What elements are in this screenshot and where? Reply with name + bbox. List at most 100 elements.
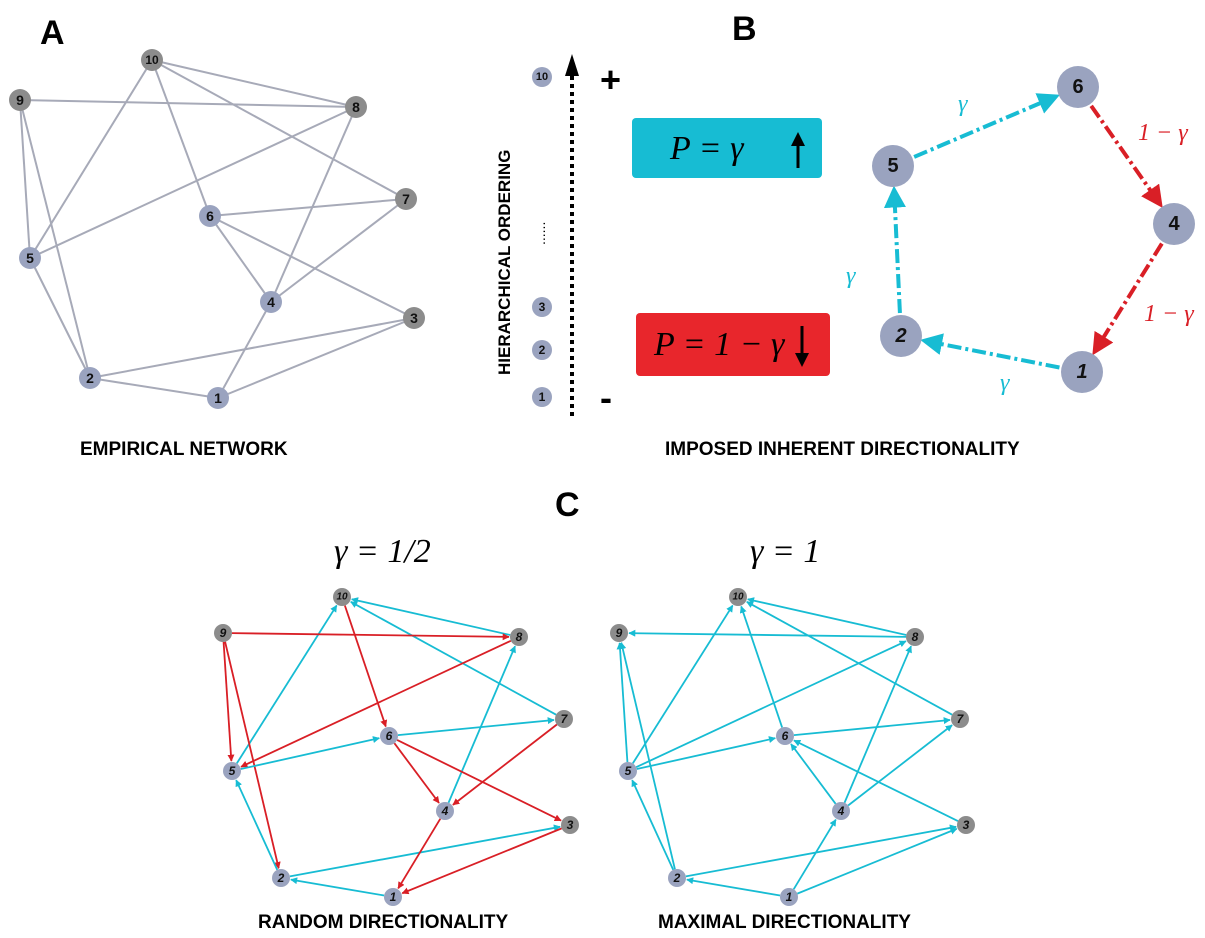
node-7: 7 bbox=[555, 710, 573, 728]
axis-node-10: 10 bbox=[532, 67, 552, 87]
node-label: 4 bbox=[837, 804, 845, 818]
node-label: 6 bbox=[206, 208, 214, 224]
edge-8-5 bbox=[29, 106, 357, 259]
arrow-2-to-5 bbox=[631, 779, 675, 871]
arrow-8-to-9 bbox=[628, 629, 907, 638]
node-label: 5 bbox=[625, 764, 632, 778]
node-10: 10 bbox=[141, 49, 163, 71]
arrow-4-to-1 bbox=[397, 818, 442, 890]
node-label: 8 bbox=[516, 630, 523, 644]
edge-10-6 bbox=[151, 59, 211, 217]
arrow-2-to-3 bbox=[685, 824, 957, 878]
panel-c-right-network: 10 9 8 7 6 5 4 3 2 1 bbox=[610, 588, 975, 906]
edge-1-4 bbox=[217, 301, 272, 399]
arrow-7-to-10 bbox=[746, 601, 953, 716]
cycle-edge-4-1 bbox=[1092, 242, 1164, 356]
edge-10-5 bbox=[29, 59, 153, 259]
cycle-node-label: 2 bbox=[894, 325, 906, 347]
edge-7-6 bbox=[209, 198, 407, 217]
panel-c-right-caption: MAXIMAL DIRECTIONALITY bbox=[658, 912, 911, 933]
node-label: 3 bbox=[410, 310, 418, 326]
panel-b-caption: IMPOSED INHERENT DIRECTIONALITY bbox=[665, 439, 1020, 460]
arrow-8-to-10 bbox=[747, 597, 907, 636]
box-up: P = γ bbox=[632, 118, 822, 178]
cycle-graph: γ 1 − γ 1 − γ γ γ 6 4 1 2 5 bbox=[846, 66, 1195, 396]
cycle-edge-label: γ bbox=[1000, 370, 1010, 396]
node-label: 1 bbox=[214, 390, 222, 406]
node-8: 8 bbox=[906, 628, 924, 646]
arrow-2-to-3 bbox=[289, 824, 561, 878]
arrow-5-to-8 bbox=[635, 640, 907, 769]
panel-c-right-title: γ = 1 bbox=[750, 533, 820, 570]
nodes: 10 9 8 7 6 5 4 3 2 1 bbox=[214, 588, 579, 906]
node-5: 5 bbox=[19, 247, 41, 269]
node-8: 8 bbox=[510, 628, 528, 646]
node-4: 4 bbox=[260, 291, 282, 313]
panel-b-letter: B bbox=[732, 10, 757, 48]
box-down: P = 1 − γ bbox=[636, 313, 830, 376]
node-label: 5 bbox=[26, 250, 34, 266]
svg-text:3: 3 bbox=[539, 300, 546, 314]
node-4: 4 bbox=[436, 802, 454, 820]
arrow-6-to-7 bbox=[793, 717, 951, 737]
arrow-7-to-10 bbox=[350, 601, 557, 716]
cycle-edge-5-6 bbox=[913, 93, 1060, 159]
edges bbox=[222, 597, 563, 897]
arrow-9-to-2 bbox=[224, 641, 281, 869]
arrow-5-to-10 bbox=[632, 604, 734, 764]
edge-6-4 bbox=[209, 215, 272, 303]
arrow-5-to-6 bbox=[240, 736, 380, 770]
node-label: 4 bbox=[441, 804, 449, 818]
arrow-10-to-6 bbox=[344, 605, 388, 728]
cycle-edge-1-2 bbox=[920, 333, 1060, 370]
cycle-edge-2-5 bbox=[883, 185, 906, 314]
edge-9-5 bbox=[19, 99, 31, 259]
hierarchical-ordering-label: HIERARCHICAL ORDERING bbox=[495, 150, 514, 375]
node-label: 10 bbox=[145, 53, 159, 67]
cycle-node-label: 5 bbox=[887, 155, 898, 177]
cycle-node-6: 6 bbox=[1057, 66, 1099, 108]
node-3: 3 bbox=[957, 816, 975, 834]
edge-1-3 bbox=[217, 317, 415, 399]
cycle-edge-6-4 bbox=[1089, 104, 1163, 208]
node-label: 6 bbox=[782, 729, 789, 743]
panel-c-left-caption: RANDOM DIRECTIONALITY bbox=[258, 912, 508, 933]
panel-a-edges bbox=[19, 59, 415, 399]
cycle-edge-label: γ bbox=[958, 91, 968, 117]
panel-a-caption: EMPIRICAL NETWORK bbox=[80, 439, 288, 460]
node-label: 7 bbox=[402, 191, 410, 207]
node-2: 2 bbox=[668, 869, 686, 887]
axis-ellipsis: ...... bbox=[532, 222, 548, 245]
node-label: 4 bbox=[267, 294, 275, 310]
arrow-4-to-7 bbox=[847, 724, 953, 807]
cycle-node-label: 1 bbox=[1076, 361, 1087, 383]
arrow-7-to-4 bbox=[452, 723, 558, 806]
node-3: 3 bbox=[561, 816, 579, 834]
node-5: 5 bbox=[223, 762, 241, 780]
axis-node-3: 3 bbox=[532, 297, 552, 317]
svg-text:2: 2 bbox=[539, 343, 546, 357]
node-1: 1 bbox=[207, 387, 229, 409]
arrow-1-to-3 bbox=[796, 827, 958, 895]
panel-c-letter: C bbox=[555, 486, 580, 524]
node-label: 5 bbox=[229, 764, 236, 778]
node-label: 3 bbox=[567, 818, 574, 832]
arrow-8-to-10 bbox=[351, 597, 511, 636]
edge-7-4 bbox=[270, 198, 407, 303]
cycle-edge-label: γ bbox=[846, 263, 856, 289]
panel-a-letter: A bbox=[40, 14, 65, 52]
axis-minus-sign: - bbox=[600, 377, 612, 418]
panel-a-nodes: 10 9 8 7 6 5 4 3 2 1 bbox=[9, 49, 425, 409]
arrow-8-to-5 bbox=[240, 639, 512, 768]
node-6: 6 bbox=[380, 727, 398, 745]
node-9: 9 bbox=[214, 624, 232, 642]
axis-plus-sign: + bbox=[600, 59, 621, 100]
hierarchy-axis-nodes: 10 3 2 1 bbox=[532, 67, 552, 407]
node-4: 4 bbox=[832, 802, 850, 820]
svg-text:10: 10 bbox=[536, 71, 548, 83]
node-label: 2 bbox=[277, 871, 285, 885]
cycle-node-5: 5 bbox=[872, 145, 914, 187]
edge-2-3 bbox=[89, 317, 415, 379]
node-8: 8 bbox=[345, 96, 367, 118]
